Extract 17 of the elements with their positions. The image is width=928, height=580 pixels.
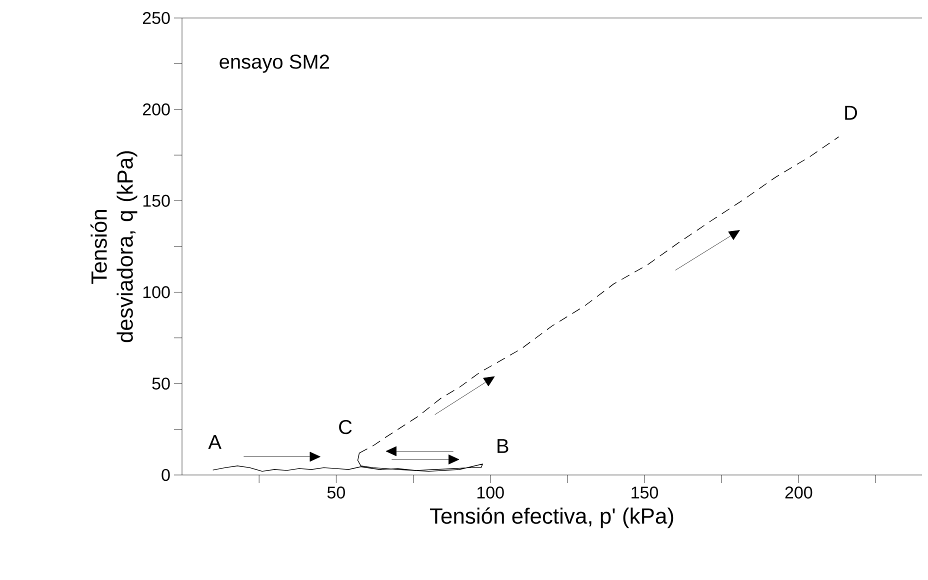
y-tick-label: 0 [162, 468, 170, 482]
x-tick-label: 150 [632, 486, 658, 499]
y-tick-label: 150 [143, 194, 170, 207]
annotation: A [208, 435, 222, 449]
x-tick-label: 200 [785, 486, 812, 499]
x-axis-title: Tensión efectiva, p' (kPa) [430, 507, 674, 528]
annotation: ensayo SM2 [220, 54, 329, 73]
x-tick-label: 100 [477, 486, 504, 499]
y-tick-label: 250 [142, 12, 170, 24]
y-axis-title: Tensión desviadora, q (kPa) [90, 151, 138, 342]
annotation: C [339, 420, 352, 434]
annotation: D [845, 106, 858, 120]
y-tick-label: 100 [143, 286, 170, 298]
x-tick-label: 50 [327, 486, 345, 499]
annotation: B [498, 439, 508, 453]
y-tick-label: 200 [142, 103, 170, 116]
y-tick-label: 50 [152, 378, 170, 390]
